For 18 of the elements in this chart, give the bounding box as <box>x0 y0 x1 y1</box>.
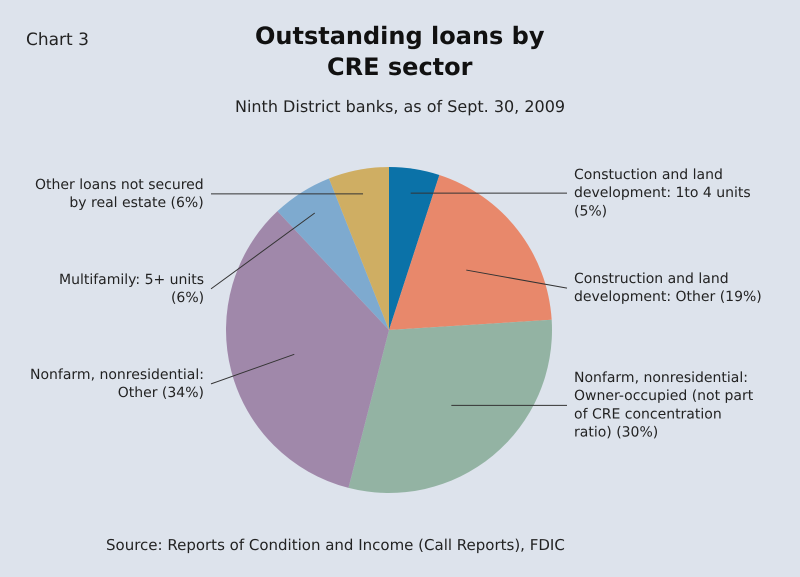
pie-slice <box>277 178 389 330</box>
caption: Chart 3 <box>26 30 89 50</box>
slice-label: Nonfarm, nonresidential: Other (34%) <box>30 367 204 402</box>
chart-title: Outstanding loans by CRE sector <box>255 22 545 82</box>
chart-subtitle: Ninth District banks, as of Sept. 30, 2009 <box>235 97 566 116</box>
slice-label: Nonfarm, nonresidential: Owner-occupied (not part of CRE concentration ratio) (30%) <box>574 370 754 441</box>
pie-slice <box>226 211 389 488</box>
slice-label: Constuction and land development: 1to 4 units <box>574 167 751 202</box>
pie-slice <box>348 320 552 493</box>
pie-slice <box>389 167 440 330</box>
data-label: (6%) <box>170 290 204 306</box>
slice-label: Other loans not secured by real estate (6%) <box>35 177 204 212</box>
pie-slice <box>328 167 389 330</box>
pie-slice <box>389 174 552 330</box>
slice-label: Construction and land development: Other (19%) <box>574 271 762 306</box>
data-label: (5%) <box>574 203 608 220</box>
source-note: Source: Reports of Condition and Income (Call Reports), FDIC <box>106 536 565 554</box>
slice-label: Multifamily: 5+ units <box>59 272 204 288</box>
